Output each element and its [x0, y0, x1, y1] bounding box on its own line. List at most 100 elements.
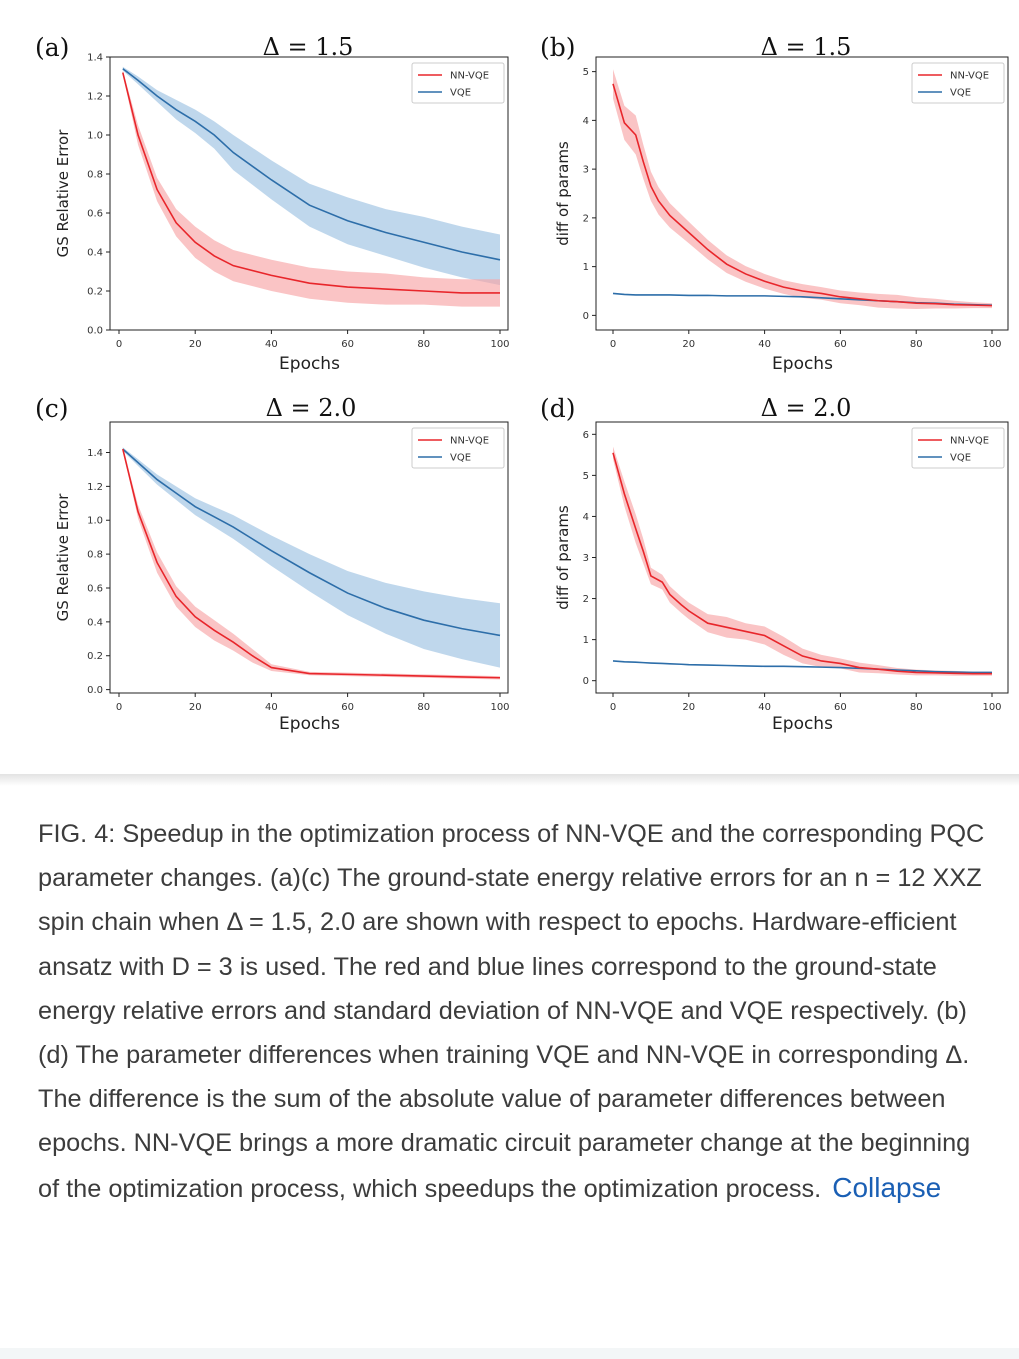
std-band-nn-vqe: [613, 446, 992, 676]
panel-title: Δ = 2.0: [761, 394, 852, 422]
panel-title: Δ = 2.0: [266, 394, 357, 422]
y-tick-label: 3: [583, 553, 589, 564]
y-tick-label: 0.8: [87, 170, 103, 181]
y-tick-label: 2: [583, 213, 589, 224]
x-tick-label: 40: [758, 339, 771, 350]
y-tick-label: 3: [583, 165, 589, 176]
x-tick-label: 60: [341, 339, 354, 350]
x-tick-label: 0: [610, 702, 616, 713]
y-tick-label: 1.2: [87, 92, 103, 103]
x-tick-label: 100: [490, 702, 509, 713]
panel-title: Δ = 1.5: [761, 33, 852, 61]
x-tick-label: 20: [682, 339, 695, 350]
caption-text: FIG. 4: Speedup in the optimization proc…: [38, 820, 985, 1203]
panel-b: 0 20 40 60 80 100 0 1 2 3 4 5 Epochs diff of params (b…: [540, 33, 1009, 374]
std-band-vqe: [122, 447, 500, 668]
panel-c: 0 20 40 60 80 100 0.0 0.2 0.4 0.6 0.8 1.0 1.2 1.4 Epoc…: [35, 394, 510, 734]
y-tick-label: 1.2: [87, 482, 103, 493]
series-line-vqe: [612, 660, 992, 674]
x-tick-label: 100: [982, 339, 1001, 350]
y-axis-label: diff of params: [554, 505, 572, 610]
legend-label: VQE: [950, 88, 971, 99]
figure-caption: FIG. 4: Speedup in the optimization proc…: [38, 812, 988, 1211]
x-tick-label: 20: [682, 702, 695, 713]
legend-box: [911, 427, 1005, 469]
std-band-vqe: [122, 66, 500, 286]
series-line-vqe: [122, 448, 501, 637]
panel-letter: (a): [35, 33, 69, 62]
x-tick-label: 60: [341, 702, 354, 713]
x-tick-label: 0: [116, 702, 122, 713]
series-line-nn-vqe: [612, 83, 993, 307]
plot-area-a: [122, 66, 501, 307]
panel-title: Δ = 1.5: [263, 33, 354, 61]
legend-label: NN-VQE: [950, 436, 989, 447]
y-tick-label: 0.6: [87, 583, 103, 594]
legend-d: NN-VQE VQE: [911, 427, 1005, 469]
y-tick-label: 0.6: [87, 209, 103, 220]
y-axis-label: GS Relative Error: [54, 129, 72, 258]
y-tick-label: 1: [583, 262, 589, 273]
x-tick-label: 80: [417, 702, 430, 713]
y-tick-label: 1.4: [87, 53, 103, 64]
legend-label: NN-VQE: [950, 71, 989, 82]
x-tick-label: 20: [189, 702, 202, 713]
figure-charts: 0 20 40 60 80 1000.00.20.40.60.81.01.21.4Epoc…: [35, 33, 1009, 734]
y-tick-label: 4: [583, 512, 589, 523]
y-tick-label: 6: [583, 430, 589, 441]
y-tick-label: 0.8: [87, 550, 103, 561]
panel-letter: (c): [35, 394, 69, 423]
plot-area-c: [122, 447, 501, 680]
std-band-nn-vqe: [122, 70, 500, 307]
plot-area-d: [612, 446, 992, 676]
y-tick-label: 1.0: [87, 516, 103, 527]
y-tick-label: 0: [583, 311, 589, 322]
x-tick-label: 100: [982, 702, 1001, 713]
y-tick-label: 0.0: [87, 326, 103, 337]
x-tick-label: 40: [265, 339, 278, 350]
legend-c: NN-VQE VQE: [411, 427, 505, 469]
collapse-link[interactable]: Collapse: [832, 1171, 942, 1203]
x-tick-label: 80: [417, 339, 430, 350]
x-tick-label: 40: [265, 702, 278, 713]
plot-area-b: [612, 69, 993, 310]
series-line-nn-vqe: [122, 448, 501, 679]
x-tick-label: 40: [758, 702, 771, 713]
y-tick-label: 0.0: [87, 685, 103, 696]
legend-label: VQE: [950, 453, 971, 464]
legend-label: NN-VQE: [450, 71, 489, 82]
y-axis-label: GS Relative Error: [54, 493, 72, 622]
y-tick-label: 0.4: [87, 248, 103, 259]
figure-caption-divider: [0, 774, 1019, 786]
series-line-nn-vqe: [122, 72, 500, 294]
x-axis-label: Epochs: [772, 714, 833, 734]
legend-label: VQE: [450, 88, 471, 99]
x-tick-label: 80: [910, 339, 923, 350]
y-tick-label: 0: [583, 676, 589, 687]
x-axis-label: Epochs: [772, 354, 833, 374]
y-tick-label: 4: [583, 116, 589, 127]
legend-label: NN-VQE: [450, 436, 489, 447]
y-tick-label: 5: [583, 471, 589, 482]
x-axis-label: Epochs: [279, 354, 340, 374]
panel-d: 0 20 40 60 80 100 0 1 2 3 4 5 6 Epochs diff of params (…: [540, 394, 1009, 734]
legend-b: NN-VQE VQE: [911, 62, 1005, 104]
panel-letter: (d): [540, 394, 576, 423]
legend-box: [911, 62, 1005, 104]
series-line-nn-vqe: [612, 452, 992, 675]
y-axis-label: diff of params: [554, 141, 572, 246]
legend-label: VQE: [450, 453, 471, 464]
x-axis-label: Epochs: [279, 714, 340, 734]
figure-4: 0 20 40 60 80 100 0.0 0.2 0.4 0.6 0.8 1.0 1.2 1.4 Epoc…: [35, 33, 1009, 734]
y-tick-label: 0.2: [87, 287, 103, 298]
x-tick-label: 60: [834, 339, 847, 350]
x-tick-label: 60: [834, 702, 847, 713]
panel-letter: (b): [540, 33, 576, 62]
y-tick-label: 0.2: [87, 651, 103, 662]
y-tick-label: 5: [583, 67, 589, 78]
x-tick-label: 0: [610, 339, 616, 350]
y-tick-label: 1.4: [87, 448, 103, 459]
legend-box: [411, 427, 505, 469]
x-tick-label: 80: [910, 702, 923, 713]
panel-a: 0 20 40 60 80 100 0.0 0.2 0.4 0.6 0.8 1.0 1.2 1.4 Epoc…: [35, 33, 510, 374]
